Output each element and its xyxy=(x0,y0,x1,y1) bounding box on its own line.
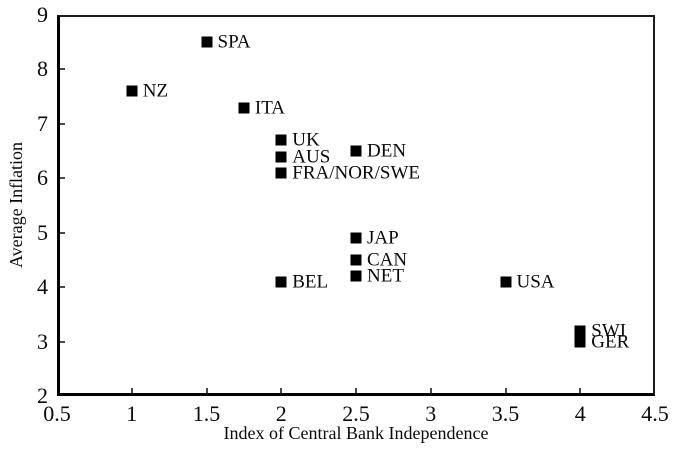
y-tick-label: 6 xyxy=(37,165,48,191)
y-tick-label: 3 xyxy=(37,328,48,354)
point-marker-nz xyxy=(126,85,138,97)
point-marker-spa xyxy=(201,36,212,48)
point-marker-uk xyxy=(275,134,287,146)
y-tick-mark xyxy=(57,177,65,180)
point-marker-aus xyxy=(275,151,287,162)
y-tick-mark xyxy=(57,340,65,343)
y-tick-label: 7 xyxy=(37,110,48,136)
point-marker-can xyxy=(350,254,362,266)
x-tick-label: 2 xyxy=(275,401,287,426)
point-marker-jap xyxy=(350,232,362,244)
y-axis-title: Average Inflation xyxy=(6,141,26,269)
point-marker-swi xyxy=(574,325,586,337)
x-tick-label: 0.5 xyxy=(43,401,71,426)
x-tick-label: 1 xyxy=(126,401,138,426)
x-tick-mark xyxy=(355,388,357,396)
x-tick-mark xyxy=(504,388,507,396)
point-label-ger: GER xyxy=(591,331,630,353)
x-tick-label: 4.5 xyxy=(641,401,669,426)
y-tick-mark xyxy=(57,122,65,125)
y-tick-mark xyxy=(57,286,65,289)
y-tick-label: 2 xyxy=(37,383,48,408)
point-marker-fra-nor-swe xyxy=(275,167,287,179)
x-tick-label: 3 xyxy=(425,401,437,426)
plot-area: SPA NZ ITA UK DEN AUS FRA/NOR/SWE JAP CAN NET BEL U… xyxy=(57,15,655,396)
x-tick-mark xyxy=(579,388,582,396)
point-marker-usa xyxy=(500,276,511,288)
point-label-aus: AUS xyxy=(292,146,331,167)
x-tick-mark xyxy=(429,388,432,396)
point-label-can: CAN xyxy=(367,249,408,271)
y-tick-label: 8 xyxy=(37,56,48,82)
point-label-swi: SWI xyxy=(591,320,627,342)
y-tick-mark xyxy=(57,68,65,71)
y-tick-label: 4 xyxy=(37,274,48,300)
y-tick-mark xyxy=(57,231,65,234)
point-label-net: NET xyxy=(367,265,404,287)
point-marker-ger xyxy=(574,336,586,348)
x-axis-title: Index of Central Bank Independence xyxy=(223,423,489,443)
point-marker-ita xyxy=(238,102,250,114)
x-tick-mark xyxy=(280,388,283,396)
point-label-fra-nor-swe: FRA/NOR/SWE xyxy=(292,162,420,184)
point-label-spa: SPA xyxy=(217,31,251,53)
y-tick-label: 9 xyxy=(37,2,48,27)
point-label-bel: BEL xyxy=(292,271,329,293)
point-label-den: DEN xyxy=(367,140,407,162)
x-tick-label: 1.5 xyxy=(192,401,221,426)
point-marker-net xyxy=(350,270,362,282)
x-tick-label: 3.5 xyxy=(491,401,520,426)
x-tick-label: 2.5 xyxy=(342,401,370,426)
point-label-nz: NZ xyxy=(142,80,169,102)
x-tick-mark xyxy=(205,388,208,396)
x-tick-label: 4 xyxy=(574,401,586,426)
x-tick-mark xyxy=(130,388,133,396)
point-marker-bel xyxy=(275,276,287,288)
point-marker-den xyxy=(350,145,362,157)
point-label-uk: UK xyxy=(292,129,320,151)
y-tick-label: 5 xyxy=(37,219,48,245)
point-label-jap: JAP xyxy=(367,227,399,249)
point-label-ita: ITA xyxy=(254,97,286,119)
point-label-usa: USA xyxy=(516,271,555,293)
